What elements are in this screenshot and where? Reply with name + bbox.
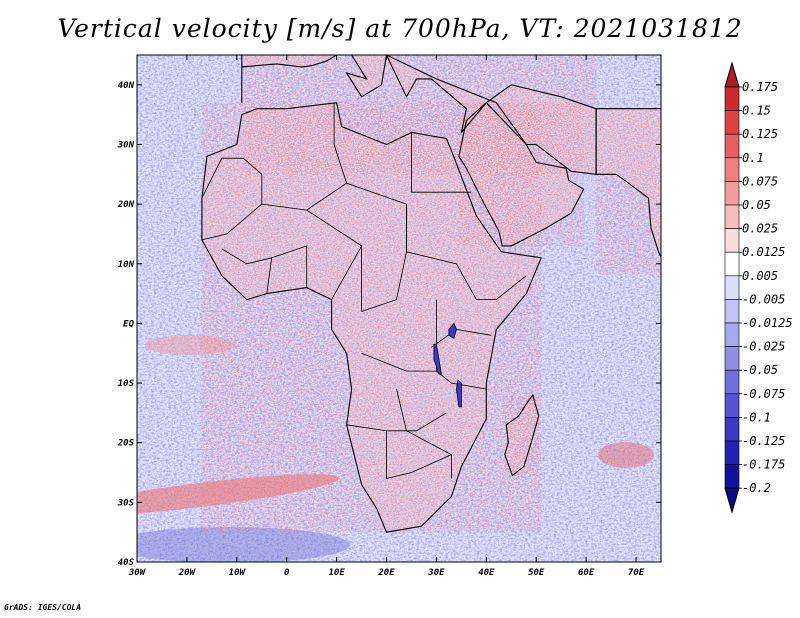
colorbar-label: -0.175 bbox=[742, 458, 785, 472]
lat-tick-label: 20S bbox=[117, 439, 135, 449]
colorbar-label: 0.0125 bbox=[742, 245, 785, 259]
colorbar-swatch bbox=[724, 346, 740, 371]
colorbar-label: 0.075 bbox=[742, 174, 778, 188]
lat-tick-label: 40N bbox=[118, 81, 135, 91]
lat-tick-label: 10N bbox=[118, 260, 135, 270]
country-border bbox=[386, 412, 447, 432]
colorbar-swatch bbox=[724, 440, 740, 465]
lat-tick-label: 30S bbox=[117, 498, 135, 508]
lat-tick-label: EQ bbox=[123, 319, 134, 329]
lake bbox=[433, 343, 442, 375]
lon-tick-label: 30E bbox=[427, 568, 445, 578]
colorbar-label: 0.15 bbox=[742, 104, 771, 118]
colorbar-swatch bbox=[724, 322, 740, 347]
longitude-axis: 30W 20W 10W 0 10E 20E 30E 40E 50E 60E 70E bbox=[128, 55, 645, 578]
colorbar-swatch bbox=[724, 181, 740, 206]
country-border bbox=[201, 157, 244, 199]
country-border bbox=[306, 204, 407, 313]
country-border bbox=[221, 248, 272, 265]
europe-coastline bbox=[241, 55, 597, 175]
country-border bbox=[346, 424, 452, 480]
lon-tick-label: 70E bbox=[628, 568, 645, 578]
colorbar-max-arrow bbox=[724, 61, 740, 88]
colorbar-label: 0.125 bbox=[742, 127, 778, 141]
lake bbox=[455, 379, 462, 408]
colorbar-swatch bbox=[724, 110, 740, 135]
country-border bbox=[361, 352, 437, 372]
africa-coastline bbox=[201, 102, 542, 533]
colorbar-label: 0.005 bbox=[742, 269, 778, 283]
colorbar-label: 0.025 bbox=[742, 222, 778, 236]
lat-tick-label: 10S bbox=[118, 379, 135, 389]
colorbar: 0.175 0.15 0.125 0.1 0.075 0.05 0.025 0.0125 0.0… bbox=[724, 61, 793, 514]
lon-tick-label: 50E bbox=[528, 568, 545, 578]
colorbar-label: -0.0125 bbox=[742, 316, 793, 330]
lat-tick-label: 20N bbox=[117, 200, 135, 210]
map-title: Vertical velocity [m/s] at 700hPa, VT: 2… bbox=[57, 14, 743, 43]
country-border bbox=[411, 132, 472, 193]
lat-tick-label: 40S bbox=[118, 558, 135, 568]
country-border bbox=[333, 102, 347, 184]
colorbar-label: -0.075 bbox=[742, 387, 785, 401]
lon-tick-label: 10E bbox=[328, 568, 345, 578]
colorbar-label: 0.05 bbox=[742, 198, 771, 212]
colorbar-swatch bbox=[724, 417, 740, 442]
arabia-coastline bbox=[458, 101, 585, 247]
grads-credit: GrADS: IGES/COLA bbox=[4, 603, 82, 612]
colorbar-label: -0.005 bbox=[742, 292, 785, 306]
colorbar-min-arrow bbox=[724, 487, 740, 514]
colorbar-label: -0.2 bbox=[742, 481, 771, 495]
colorbar-swatch bbox=[724, 228, 740, 253]
lat-tick-label: 30N bbox=[117, 140, 135, 150]
map-frame bbox=[136, 54, 662, 563]
lon-tick-label: 40E bbox=[478, 568, 495, 578]
colorbar-swatch bbox=[724, 369, 740, 395]
colorbar-swatch bbox=[724, 204, 740, 229]
colorbar-label: -0.125 bbox=[742, 434, 785, 448]
country-border bbox=[406, 251, 527, 301]
colorbar-label: 0.1 bbox=[742, 151, 764, 165]
colorbar-swatch bbox=[724, 299, 740, 324]
colorbar-swatch bbox=[724, 157, 740, 182]
velocity-field bbox=[137, 55, 661, 562]
lon-tick-label: 20W bbox=[178, 568, 197, 578]
country-border bbox=[331, 245, 362, 300]
colorbar-swatch bbox=[724, 464, 740, 489]
lon-tick-label: 0 bbox=[284, 568, 290, 578]
lon-tick-label: 30W bbox=[128, 568, 147, 578]
latitude-axis: 40N 30N 20N 10N EQ 10S 20S 30S 40S bbox=[117, 81, 661, 568]
india-coastline bbox=[595, 108, 661, 259]
colorbar-swatch bbox=[724, 393, 740, 418]
country-border bbox=[396, 388, 452, 479]
colorbar-swatch bbox=[724, 133, 740, 159]
colorbar-label: -0.05 bbox=[742, 363, 778, 377]
lon-tick-label: 10W bbox=[229, 568, 247, 578]
lon-tick-label: 20E bbox=[377, 568, 395, 578]
lake bbox=[448, 322, 457, 339]
africa-speckle bbox=[201, 102, 542, 533]
colorbar-label: -0.025 bbox=[742, 340, 785, 354]
country-border bbox=[435, 299, 487, 390]
lon-tick-label: 60E bbox=[578, 568, 595, 578]
colorbar-label: 0.175 bbox=[742, 80, 778, 94]
arabia-speckle bbox=[458, 102, 584, 246]
colorbar-swatch bbox=[724, 251, 740, 277]
madagascar-speckle bbox=[504, 395, 539, 476]
colorbar-swatch bbox=[724, 86, 740, 111]
colorbar-label: -0.1 bbox=[742, 410, 771, 424]
colorbar-swatch bbox=[724, 275, 740, 300]
madagascar-coastline bbox=[504, 393, 540, 477]
country-border bbox=[266, 245, 308, 294]
